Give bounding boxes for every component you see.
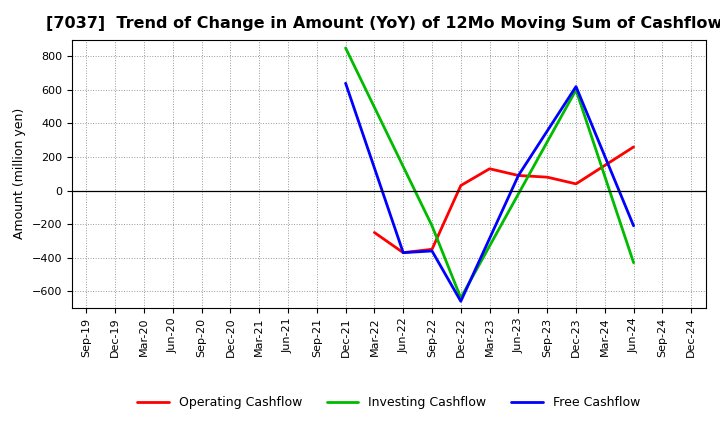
- Free Cashflow: [399, 250, 408, 255]
- Title: [7037]  Trend of Change in Amount (YoY) of 12Mo Moving Sum of Cashflows: [7037] Trend of Change in Amount (YoY) o…: [46, 16, 720, 32]
- Investing Cashflow: [456, 295, 465, 301]
- Operating Cashflow: [543, 175, 552, 180]
- Line: Operating Cashflow: Operating Cashflow: [374, 147, 634, 253]
- Operating Cashflow: [456, 183, 465, 188]
- Operating Cashflow: [572, 181, 580, 187]
- Operating Cashflow: [600, 163, 609, 168]
- Free Cashflow: [428, 248, 436, 253]
- Operating Cashflow: [370, 230, 379, 235]
- Operating Cashflow: [514, 173, 523, 178]
- Investing Cashflow: [341, 45, 350, 51]
- Y-axis label: Amount (million yen): Amount (million yen): [13, 108, 26, 239]
- Operating Cashflow: [399, 250, 408, 255]
- Free Cashflow: [341, 81, 350, 86]
- Free Cashflow: [456, 299, 465, 304]
- Operating Cashflow: [428, 247, 436, 252]
- Free Cashflow: [629, 223, 638, 228]
- Operating Cashflow: [485, 166, 494, 172]
- Operating Cashflow: [629, 144, 638, 150]
- Free Cashflow: [514, 173, 523, 178]
- Line: Free Cashflow: Free Cashflow: [346, 83, 634, 301]
- Investing Cashflow: [629, 260, 638, 265]
- Legend: Operating Cashflow, Investing Cashflow, Free Cashflow: Operating Cashflow, Investing Cashflow, …: [132, 392, 645, 414]
- Free Cashflow: [572, 84, 580, 89]
- Investing Cashflow: [428, 223, 436, 228]
- Investing Cashflow: [572, 87, 580, 92]
- Line: Investing Cashflow: Investing Cashflow: [346, 48, 634, 298]
